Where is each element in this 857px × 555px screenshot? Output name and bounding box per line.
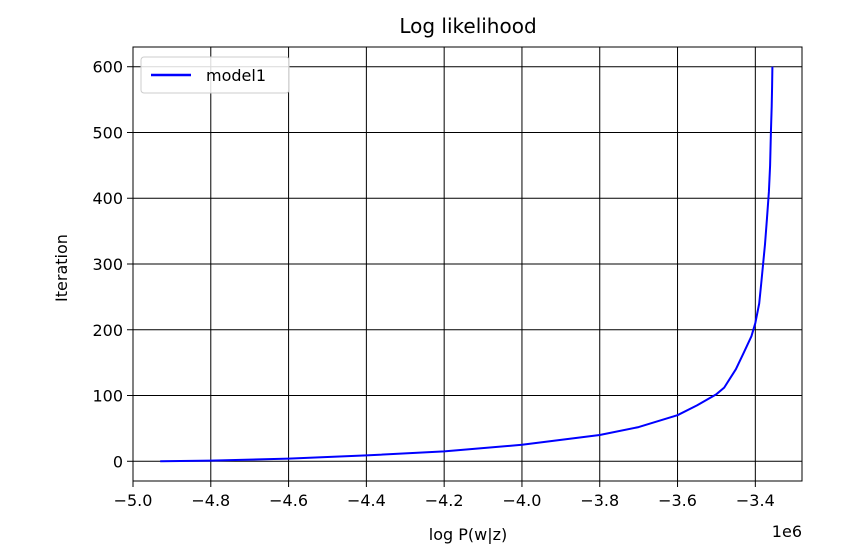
grid-lines <box>132 47 802 481</box>
x-axis-label: log P(w|z) <box>429 525 507 544</box>
x-tick-label: −4.8 <box>191 491 230 510</box>
y-axis-label: Iteration <box>52 234 71 302</box>
legend-label-model1: model1 <box>206 66 266 85</box>
x-tick-label: −3.8 <box>580 491 619 510</box>
x-tick-label: −4.2 <box>425 491 464 510</box>
legend: model1 <box>140 56 290 94</box>
y-tick-label: 600 <box>92 58 123 77</box>
x-axis-offset-label: 1e6 <box>772 522 802 541</box>
chart-title: Log likelihood <box>399 14 536 38</box>
legend-box <box>140 56 290 94</box>
y-tick-label: 0 <box>113 452 123 471</box>
y-tick-label: 500 <box>92 123 123 142</box>
y-tick-label: 200 <box>92 321 123 340</box>
x-tick-label: −4.0 <box>503 491 542 510</box>
series-layer <box>160 66 774 463</box>
x-tick-label: −4.6 <box>269 491 308 510</box>
x-tick-label: −4.4 <box>347 491 386 510</box>
x-tick-label: −3.6 <box>658 491 697 510</box>
series-line-model1 <box>160 66 774 463</box>
y-tick-label: 300 <box>92 255 123 274</box>
x-tick-label: −5.0 <box>114 491 153 510</box>
y-tick-label: 400 <box>92 189 123 208</box>
y-tick-label: 100 <box>92 387 123 406</box>
x-axis-ticks: −5.0 −4.8 −4.6 −4.4 −4.2 −4.0 −3.8 −3.6 −3.4 <box>114 481 775 510</box>
y-axis-ticks: 0 100 200 300 400 500 600 <box>92 58 133 471</box>
x-tick-label: −3.4 <box>736 491 775 510</box>
